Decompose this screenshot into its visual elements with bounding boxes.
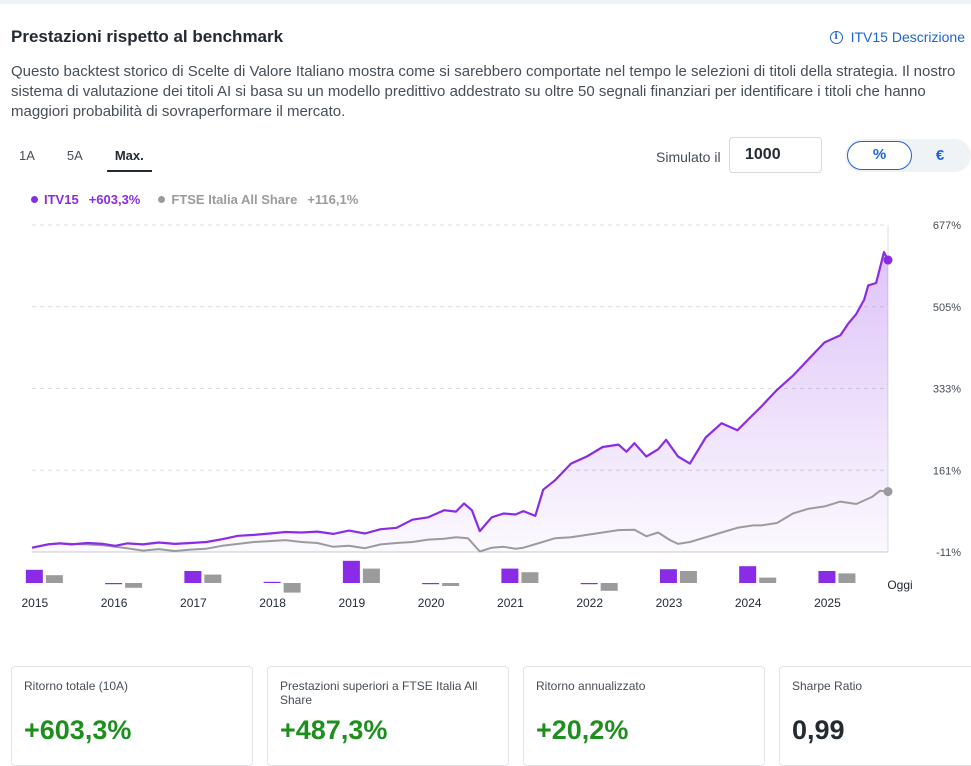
itv15-annual-bar xyxy=(501,568,519,583)
intro-text: Questo backtest storico di Scelte di Val… xyxy=(11,63,956,120)
x-tick-label: 2017 xyxy=(180,596,207,610)
description-link-label: ITV15 Descrizione xyxy=(850,29,965,45)
benchmark-annual-bar xyxy=(442,583,460,586)
itv15-end-marker xyxy=(883,255,893,265)
metric-card-total-return: Ritorno totale (10A) +603,3% xyxy=(11,666,253,766)
period-tabs: 1A 5A Max. xyxy=(11,146,168,172)
itv15-annual-bar xyxy=(659,569,677,583)
y-tick-label: 505% xyxy=(933,302,961,314)
benchmark-annual-bar xyxy=(204,574,222,583)
legend-item-ftse: FTSE Italia All Share +116,1% xyxy=(158,192,358,207)
metric-value: +20,2% xyxy=(536,715,629,745)
itv15-area xyxy=(32,252,888,552)
benchmark-annual-bar xyxy=(283,583,301,593)
simulator-amount-input[interactable] xyxy=(729,137,822,173)
x-tick-label: 2019 xyxy=(339,596,366,610)
itv15-annual-bar xyxy=(184,571,202,583)
itv15-annual-bar xyxy=(580,583,598,585)
y-tick-label: -11% xyxy=(936,547,961,559)
percent-toggle-button[interactable]: % xyxy=(847,141,912,170)
simulator-label: Simulato il xyxy=(656,149,721,165)
benchmark-annual-bar xyxy=(521,572,539,583)
legend-dot xyxy=(31,196,38,203)
tab-1a[interactable]: 1A xyxy=(19,148,35,163)
itv15-annual-bar xyxy=(25,569,43,583)
legend-series-name: FTSE Italia All Share xyxy=(171,192,298,207)
itv15-annual-bar xyxy=(422,583,440,585)
x-tick-label: 2021 xyxy=(497,596,524,610)
euro-toggle-button[interactable]: € xyxy=(935,147,945,164)
tab-5a[interactable]: 5A xyxy=(66,148,83,163)
x-tick-label: 2020 xyxy=(418,596,445,610)
benchmark-annual-bar xyxy=(759,577,777,583)
y-tick-label: 161% xyxy=(933,465,961,477)
section-title: Prestazioni rispetto al benchmark xyxy=(11,27,284,46)
legend-series-value: +116,1% xyxy=(307,192,359,207)
benchmark-annual-bar xyxy=(362,568,380,583)
x-tick-label: 2018 xyxy=(259,596,286,610)
benchmark-annual-bar xyxy=(45,575,63,583)
unit-toggle: % € xyxy=(845,139,971,172)
performance-chart[interactable]: 677% 505% 333% 161% -11% 2015 2016 2017 2018 2019… xyxy=(0,212,971,612)
x-tick-label: 2025 xyxy=(814,596,841,610)
x-tick-label: 2015 xyxy=(22,596,49,610)
legend-item-itv15: ITV15 +603,3% xyxy=(31,192,140,207)
metric-value: +603,3% xyxy=(24,715,132,745)
y-tick-label: 677% xyxy=(933,220,961,232)
legend-series-value: +603,3% xyxy=(88,192,141,207)
itv15-annual-bar xyxy=(818,571,836,583)
itv15-annual-bar xyxy=(105,583,123,585)
metric-label: Ritorno annualizzato xyxy=(536,679,646,693)
itv15-line xyxy=(31,251,889,549)
benchmark-annual-bar xyxy=(125,583,143,588)
x-tick-label: 2016 xyxy=(101,596,128,610)
itv15-annual-bar xyxy=(739,566,757,583)
benchmark-annual-bar xyxy=(600,583,618,591)
x-tick-label: 2023 xyxy=(656,596,683,610)
legend-series-name: ITV15 xyxy=(44,192,79,207)
benchmark-line xyxy=(31,489,889,553)
legend-dot xyxy=(158,196,166,203)
itv15-annual-bar xyxy=(342,560,360,583)
y-tick-label: 333% xyxy=(933,384,961,396)
metric-label: Prestazioni superiori a FTSE Italia All … xyxy=(280,679,478,707)
metric-card-outperformance: Prestazioni superiori a FTSE Italia All … xyxy=(267,666,509,766)
tab-max[interactable]: Max. xyxy=(106,146,152,172)
metric-label: Sharpe Ratio xyxy=(792,679,863,693)
metric-card-annualized-return: Ritorno annualizzato +20,2% xyxy=(523,666,765,766)
benchmark-annual-bar xyxy=(838,573,856,583)
benchmark-annual-bar xyxy=(679,571,697,583)
metric-label: Ritorno totale (10A) xyxy=(24,679,129,693)
benchmark-end-marker xyxy=(883,487,893,497)
metric-value: 0,99 xyxy=(792,715,845,745)
x-tick-label: 2024 xyxy=(735,596,762,610)
description-link[interactable]: i ITV15 Descrizione xyxy=(829,29,965,45)
x-end-label: Oggi xyxy=(887,578,912,592)
chart-legend: ITV15 +603,3% FTSE Italia All Share +116… xyxy=(31,192,358,207)
top-divider xyxy=(0,0,971,4)
metric-card-sharpe-ratio: Sharpe Ratio 0,99 xyxy=(779,666,971,766)
info-icon: i xyxy=(829,30,843,44)
metric-value: +487,3% xyxy=(280,715,388,745)
x-tick-label: 2022 xyxy=(576,596,603,610)
itv15-annual-bar xyxy=(263,581,281,583)
